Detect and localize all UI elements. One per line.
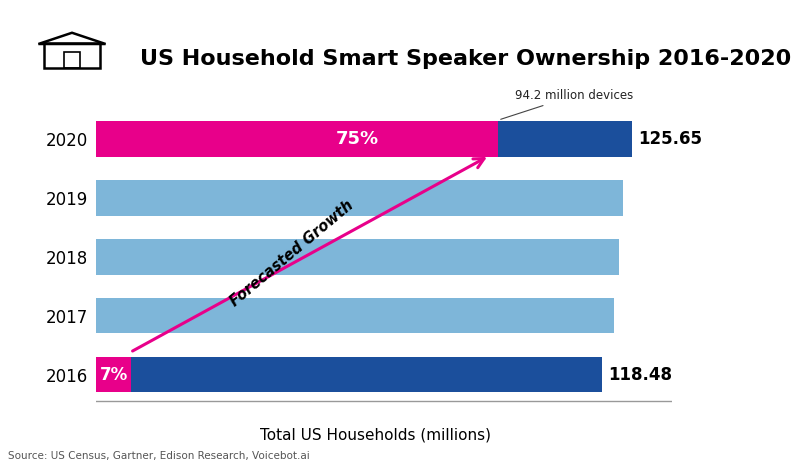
Text: 94.2 million devices: 94.2 million devices [501, 89, 634, 119]
Text: 75%: 75% [336, 130, 379, 148]
Bar [96, 239, 618, 275]
Bar [96, 298, 614, 334]
Text: Total US Households (millions): Total US Households (millions) [261, 427, 491, 442]
Text: 125.65: 125.65 [638, 130, 702, 148]
Text: 7%: 7% [99, 366, 128, 384]
Text: 118.48: 118.48 [608, 366, 672, 384]
Text: Source: US Census, Gartner, Edison Research, Voicebot.ai: Source: US Census, Gartner, Edison Resea… [8, 451, 310, 461]
Text: US Household Smart Speaker Ownership 2016-2020: US Household Smart Speaker Ownership 201… [140, 49, 791, 69]
Bar [96, 357, 131, 393]
Bar [131, 357, 602, 393]
Bar [96, 180, 623, 216]
Bar [498, 121, 632, 157]
Bar [96, 121, 498, 157]
Text: Forecasted Growth: Forecasted Growth [228, 198, 357, 310]
